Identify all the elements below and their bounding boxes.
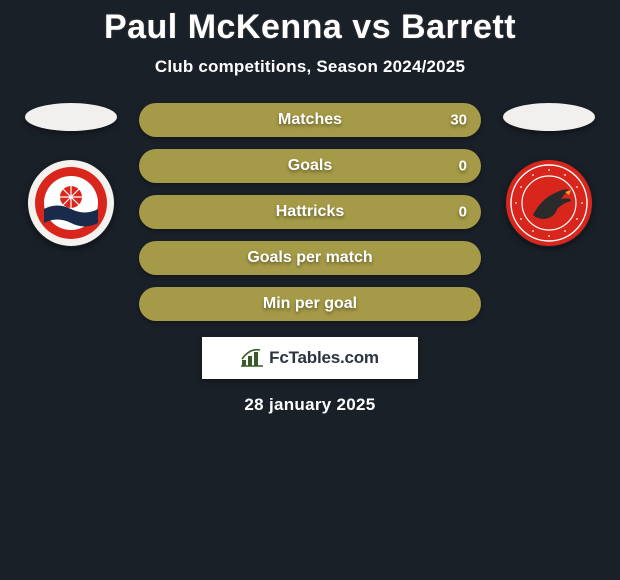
team-badge-left xyxy=(27,159,115,247)
page-subtitle: Club competitions, Season 2024/2025 xyxy=(0,57,620,77)
page-root: Paul McKenna vs Barrett Club competition… xyxy=(0,0,620,415)
team-badge-right xyxy=(505,159,593,247)
stat-label: Hattricks xyxy=(276,203,344,221)
stat-label: Min per goal xyxy=(263,295,357,313)
bar-chart-icon xyxy=(241,348,263,368)
fctables-watermark: FcTables.com xyxy=(202,337,418,379)
walsall-badge-icon xyxy=(505,159,593,247)
stat-bar-min-per-goal: Min per goal xyxy=(139,287,481,321)
stat-right-value: 30 xyxy=(450,112,467,129)
right-column xyxy=(499,103,599,247)
stat-label: Goals xyxy=(288,157,332,175)
stat-bar-hattricks: Hattricks 0 xyxy=(139,195,481,229)
page-title: Paul McKenna vs Barrett xyxy=(0,8,620,47)
fleetwood-badge-icon xyxy=(27,159,115,247)
stat-bar-goals-per-match: Goals per match xyxy=(139,241,481,275)
snapshot-date: 28 january 2025 xyxy=(0,395,620,415)
stat-bar-matches: Matches 30 xyxy=(139,103,481,137)
left-column xyxy=(21,103,121,247)
stat-label: Goals per match xyxy=(247,249,372,267)
stat-right-value: 0 xyxy=(459,204,467,221)
stat-label: Matches xyxy=(278,111,342,129)
stat-bars: Matches 30 Goals 0 Hattricks 0 Goals per… xyxy=(139,103,481,321)
comparison-row: Matches 30 Goals 0 Hattricks 0 Goals per… xyxy=(0,103,620,321)
player-photo-left xyxy=(25,103,117,131)
stat-right-value: 0 xyxy=(459,158,467,175)
stat-bar-goals: Goals 0 xyxy=(139,149,481,183)
fctables-label: FcTables.com xyxy=(269,348,379,368)
player-photo-right xyxy=(503,103,595,131)
